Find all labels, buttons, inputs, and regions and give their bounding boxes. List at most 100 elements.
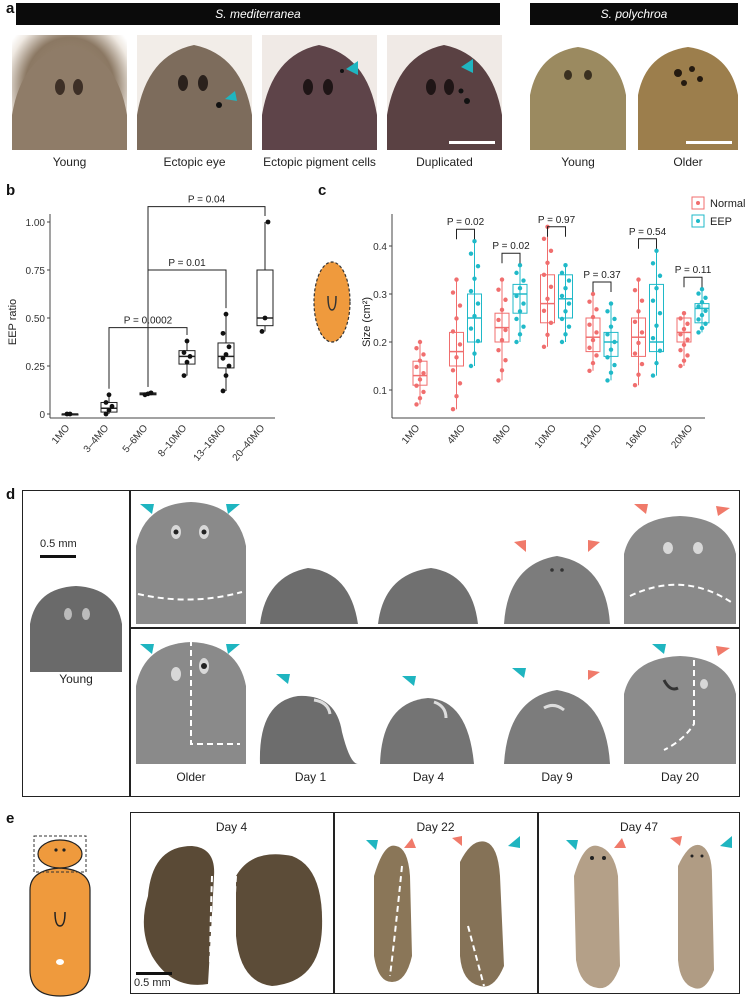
chart-c-point	[612, 316, 617, 322]
chart-c-point	[639, 361, 645, 367]
chart-c-point	[514, 270, 519, 276]
chart-b-ylabel: EEP ratio	[7, 299, 19, 345]
chart-c-box	[676, 317, 692, 343]
chart-b-point	[220, 355, 226, 361]
chart-c-point	[612, 362, 617, 368]
photo-ectopic-eye	[137, 35, 252, 150]
photo-young-mediterranea	[12, 35, 127, 150]
chart-c-xtick: 1MO	[400, 423, 422, 447]
chart-b-ytick: 0	[39, 410, 45, 421]
chart-c-pvalue: P = 0.54	[629, 227, 667, 238]
chart-c-legend-dot	[696, 201, 700, 205]
chart-c-point	[496, 317, 501, 323]
chart-c-point	[548, 248, 554, 253]
chart-c-point	[496, 378, 501, 383]
chart-c-point	[650, 298, 656, 303]
scale-bar-d	[40, 555, 76, 558]
chart-b-point	[103, 400, 109, 405]
chart-c-point	[632, 287, 638, 293]
chart-c-ytick: 0.1	[373, 386, 387, 397]
chart-c-point	[563, 263, 568, 268]
chart-c-pvalue: P = 0.37	[583, 270, 621, 281]
chart-c-point	[650, 261, 656, 266]
chart-c-legend-label: EEP	[710, 216, 732, 228]
chart-c-point	[559, 339, 565, 345]
chart-c-point	[421, 371, 426, 376]
chart-c-point	[454, 277, 459, 282]
photo-d-bottom-day4	[376, 672, 481, 764]
chart-c-ytick: 0.4	[373, 242, 387, 253]
chart-c-point	[545, 260, 550, 265]
chart-b-point	[223, 352, 229, 357]
chart-c-point	[650, 373, 656, 378]
chart-c-point	[417, 358, 423, 363]
chart-b-point	[109, 403, 115, 409]
chart-c-point	[699, 325, 705, 331]
chart-c-legend-dot	[696, 219, 700, 223]
chart-c-point	[608, 301, 614, 306]
chart-c-point	[499, 277, 505, 282]
chart-c-point	[594, 307, 599, 312]
chart-c-point	[472, 351, 477, 356]
chart-c-point	[468, 251, 474, 256]
chart-c-point	[566, 324, 572, 329]
chart-c-point	[468, 363, 474, 369]
chart-c-point	[566, 301, 572, 306]
chart-c-point	[703, 308, 708, 313]
chart-c-box	[558, 274, 573, 319]
chart-c-point	[566, 278, 572, 283]
panel-label-d: d	[6, 486, 16, 503]
chart-c-point	[514, 316, 519, 322]
chart-c-point	[605, 332, 610, 337]
chart-c-point	[632, 383, 638, 388]
chart-c-point	[499, 307, 505, 313]
chart-c-point	[696, 317, 701, 322]
chart-c-point	[514, 339, 519, 345]
planarian-schematic-e	[29, 835, 91, 997]
chart-c-point	[472, 313, 477, 319]
chart-c-point	[605, 378, 610, 383]
chart-c-point	[475, 338, 481, 344]
chart-b-point	[184, 338, 190, 344]
chart-c-point	[636, 277, 641, 282]
chart-c-point	[517, 309, 523, 314]
chart-c-point	[517, 332, 523, 337]
chart-c-bracket	[592, 281, 612, 292]
caption-young: Young	[52, 155, 87, 169]
chart-c-point	[454, 394, 459, 399]
chart-c-point	[699, 312, 705, 318]
photo-d-top-day20	[624, 500, 736, 624]
chart-c-point	[587, 368, 592, 373]
scale-label-e: 0.5 mm	[134, 977, 171, 989]
chart-c-xtick: 4MO	[445, 423, 467, 447]
chart-c-box	[540, 274, 555, 324]
panel-label-c: c	[318, 182, 327, 199]
chart-c-bracket	[501, 252, 521, 264]
chart-c-point	[421, 389, 426, 395]
chart-b-point	[148, 390, 154, 396]
chart-b-point	[181, 350, 187, 355]
chart-c-point	[541, 344, 547, 349]
chart-c-point	[681, 358, 687, 363]
chart-c-point	[421, 352, 426, 357]
chart-c-legend-label: Normal	[710, 198, 745, 210]
chart-c-point	[590, 360, 596, 366]
chart-b-xtick: 3–4MO	[82, 423, 112, 455]
panel-e-divider-1	[333, 812, 335, 994]
chart-c-point	[681, 342, 687, 348]
title-e-day22: Day 22	[416, 820, 455, 834]
chart-b-xtick: 8–10MO	[156, 423, 189, 460]
photo-d-bottom-day9	[502, 664, 612, 764]
chart-b-point	[223, 311, 229, 317]
chart-c-point	[475, 263, 481, 269]
chart-c-pvalue: P = 0.02	[492, 241, 530, 252]
chart-c-point	[639, 298, 645, 303]
chart-b-pvalue: P = 0.04	[188, 195, 226, 206]
chart-b-xtick: 13–16MO	[192, 423, 229, 464]
chart-b-point	[106, 407, 112, 413]
chart-c-point	[559, 293, 565, 299]
panel-label-a: a	[6, 0, 15, 17]
chart-c-point	[590, 314, 596, 320]
chart-c-point	[503, 358, 508, 363]
